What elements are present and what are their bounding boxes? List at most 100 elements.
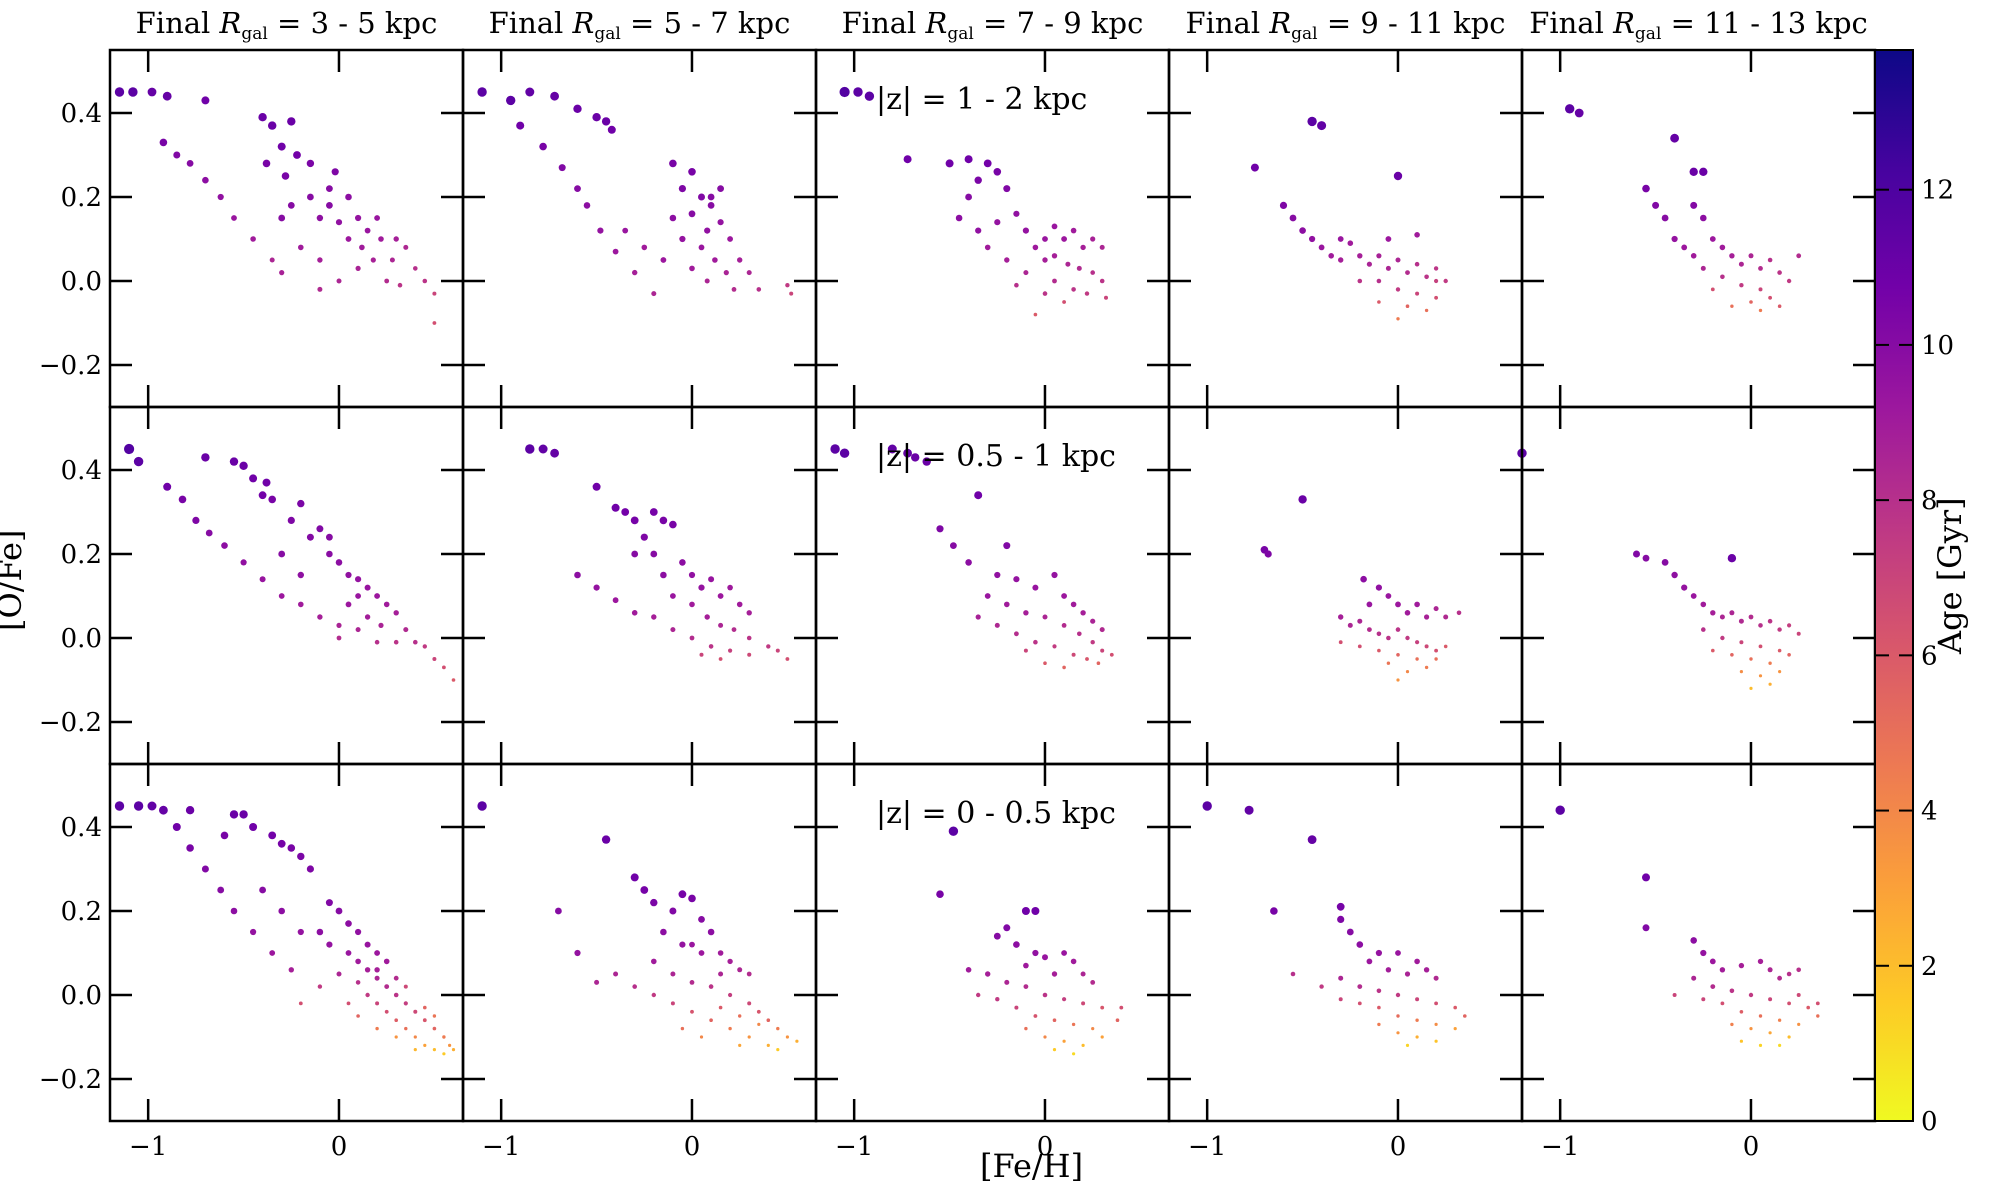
data-point xyxy=(364,941,371,948)
data-point xyxy=(1357,1001,1362,1006)
data-point xyxy=(1042,614,1048,620)
data-point xyxy=(678,185,687,193)
data-point xyxy=(839,448,850,458)
data-point xyxy=(1052,1018,1057,1022)
data-point xyxy=(297,571,304,579)
data-point xyxy=(707,928,715,936)
data-point xyxy=(413,1009,418,1014)
data-point xyxy=(1424,274,1429,280)
data-point xyxy=(1433,266,1439,271)
data-point xyxy=(597,227,604,234)
data-point xyxy=(1739,1039,1743,1043)
data-point xyxy=(326,202,333,209)
data-point xyxy=(746,270,752,276)
data-point xyxy=(704,278,710,284)
data-point xyxy=(1758,287,1763,292)
data-point xyxy=(336,622,342,629)
data-point xyxy=(326,550,333,558)
x-tick-label: −1 xyxy=(129,1132,167,1162)
data-point xyxy=(432,1048,436,1052)
row-label: |z| = 1 - 2 kpc xyxy=(876,82,1088,117)
data-point xyxy=(1061,236,1067,242)
data-point xyxy=(403,1001,408,1006)
data-point xyxy=(186,844,194,852)
data-point xyxy=(903,448,912,458)
data-point xyxy=(1415,291,1420,296)
data-point xyxy=(114,87,125,97)
data-point xyxy=(1404,610,1411,616)
data-point xyxy=(887,444,897,454)
data-point xyxy=(1317,121,1327,131)
data-point xyxy=(1338,997,1343,1002)
data-point xyxy=(1700,265,1706,271)
data-point xyxy=(601,117,611,126)
y-tick-label: 0.2 xyxy=(61,897,102,927)
data-point xyxy=(262,159,271,168)
data-point xyxy=(690,1009,694,1014)
data-point xyxy=(239,810,248,819)
data-point xyxy=(1633,550,1640,558)
data-point xyxy=(709,1018,713,1022)
data-point xyxy=(1021,907,1030,915)
data-point xyxy=(717,950,724,956)
data-point xyxy=(1376,631,1382,637)
data-point xyxy=(185,806,195,815)
data-point xyxy=(1386,635,1391,641)
data-point xyxy=(239,461,248,470)
data-point xyxy=(1415,997,1420,1002)
data-point xyxy=(374,215,380,221)
data-point xyxy=(423,1005,427,1010)
data-point xyxy=(384,984,390,989)
data-point xyxy=(1051,571,1058,579)
data-point xyxy=(442,1052,446,1056)
data-point xyxy=(853,87,863,97)
data-point xyxy=(1681,584,1688,591)
data-point xyxy=(217,193,224,201)
data-point xyxy=(331,168,339,176)
data-point xyxy=(383,958,390,965)
data-point xyxy=(680,1026,685,1031)
data-point xyxy=(1729,610,1735,616)
data-point xyxy=(1768,295,1772,300)
y-tick-label: 0.0 xyxy=(61,624,102,654)
data-point xyxy=(1396,1014,1400,1018)
data-point xyxy=(374,593,380,599)
data-point xyxy=(670,1001,675,1006)
x-tick-label: 0 xyxy=(1743,1132,1760,1162)
data-point xyxy=(1376,988,1382,994)
data-point xyxy=(393,992,399,998)
data-point xyxy=(1023,648,1028,653)
x-tick-label: 0 xyxy=(684,1132,701,1162)
data-point xyxy=(650,898,658,907)
data-point xyxy=(1642,184,1650,193)
data-point xyxy=(1443,644,1448,649)
data-point xyxy=(1081,1043,1085,1047)
data-point xyxy=(1023,610,1029,616)
row-label: |z| = 0.5 - 1 kpc xyxy=(876,439,1116,474)
colorbar-tick-label: 0 xyxy=(1921,1107,1938,1137)
data-point xyxy=(249,823,258,831)
data-point xyxy=(728,1026,732,1031)
data-point xyxy=(1024,1026,1028,1031)
data-point xyxy=(731,627,737,632)
data-point xyxy=(964,155,973,164)
data-point xyxy=(432,321,437,325)
data-point xyxy=(789,291,794,296)
data-point xyxy=(451,678,456,682)
data-point xyxy=(355,958,361,965)
data-point xyxy=(728,648,733,653)
data-point xyxy=(1701,627,1706,632)
data-point xyxy=(1689,167,1698,176)
data-point xyxy=(1014,282,1019,288)
colorbar-tick-label: 6 xyxy=(1921,641,1938,671)
scatter-panel: −0.2 0.0 0.2 0.4 −1 0 xyxy=(39,762,465,1162)
data-point xyxy=(335,559,343,566)
data-point xyxy=(1377,1022,1381,1027)
data-point xyxy=(159,805,168,815)
data-point xyxy=(1405,670,1410,674)
data-point xyxy=(133,801,144,811)
data-point xyxy=(1642,924,1650,932)
data-point xyxy=(317,257,323,263)
data-point xyxy=(1709,236,1716,242)
panel-frame xyxy=(1520,405,1877,766)
